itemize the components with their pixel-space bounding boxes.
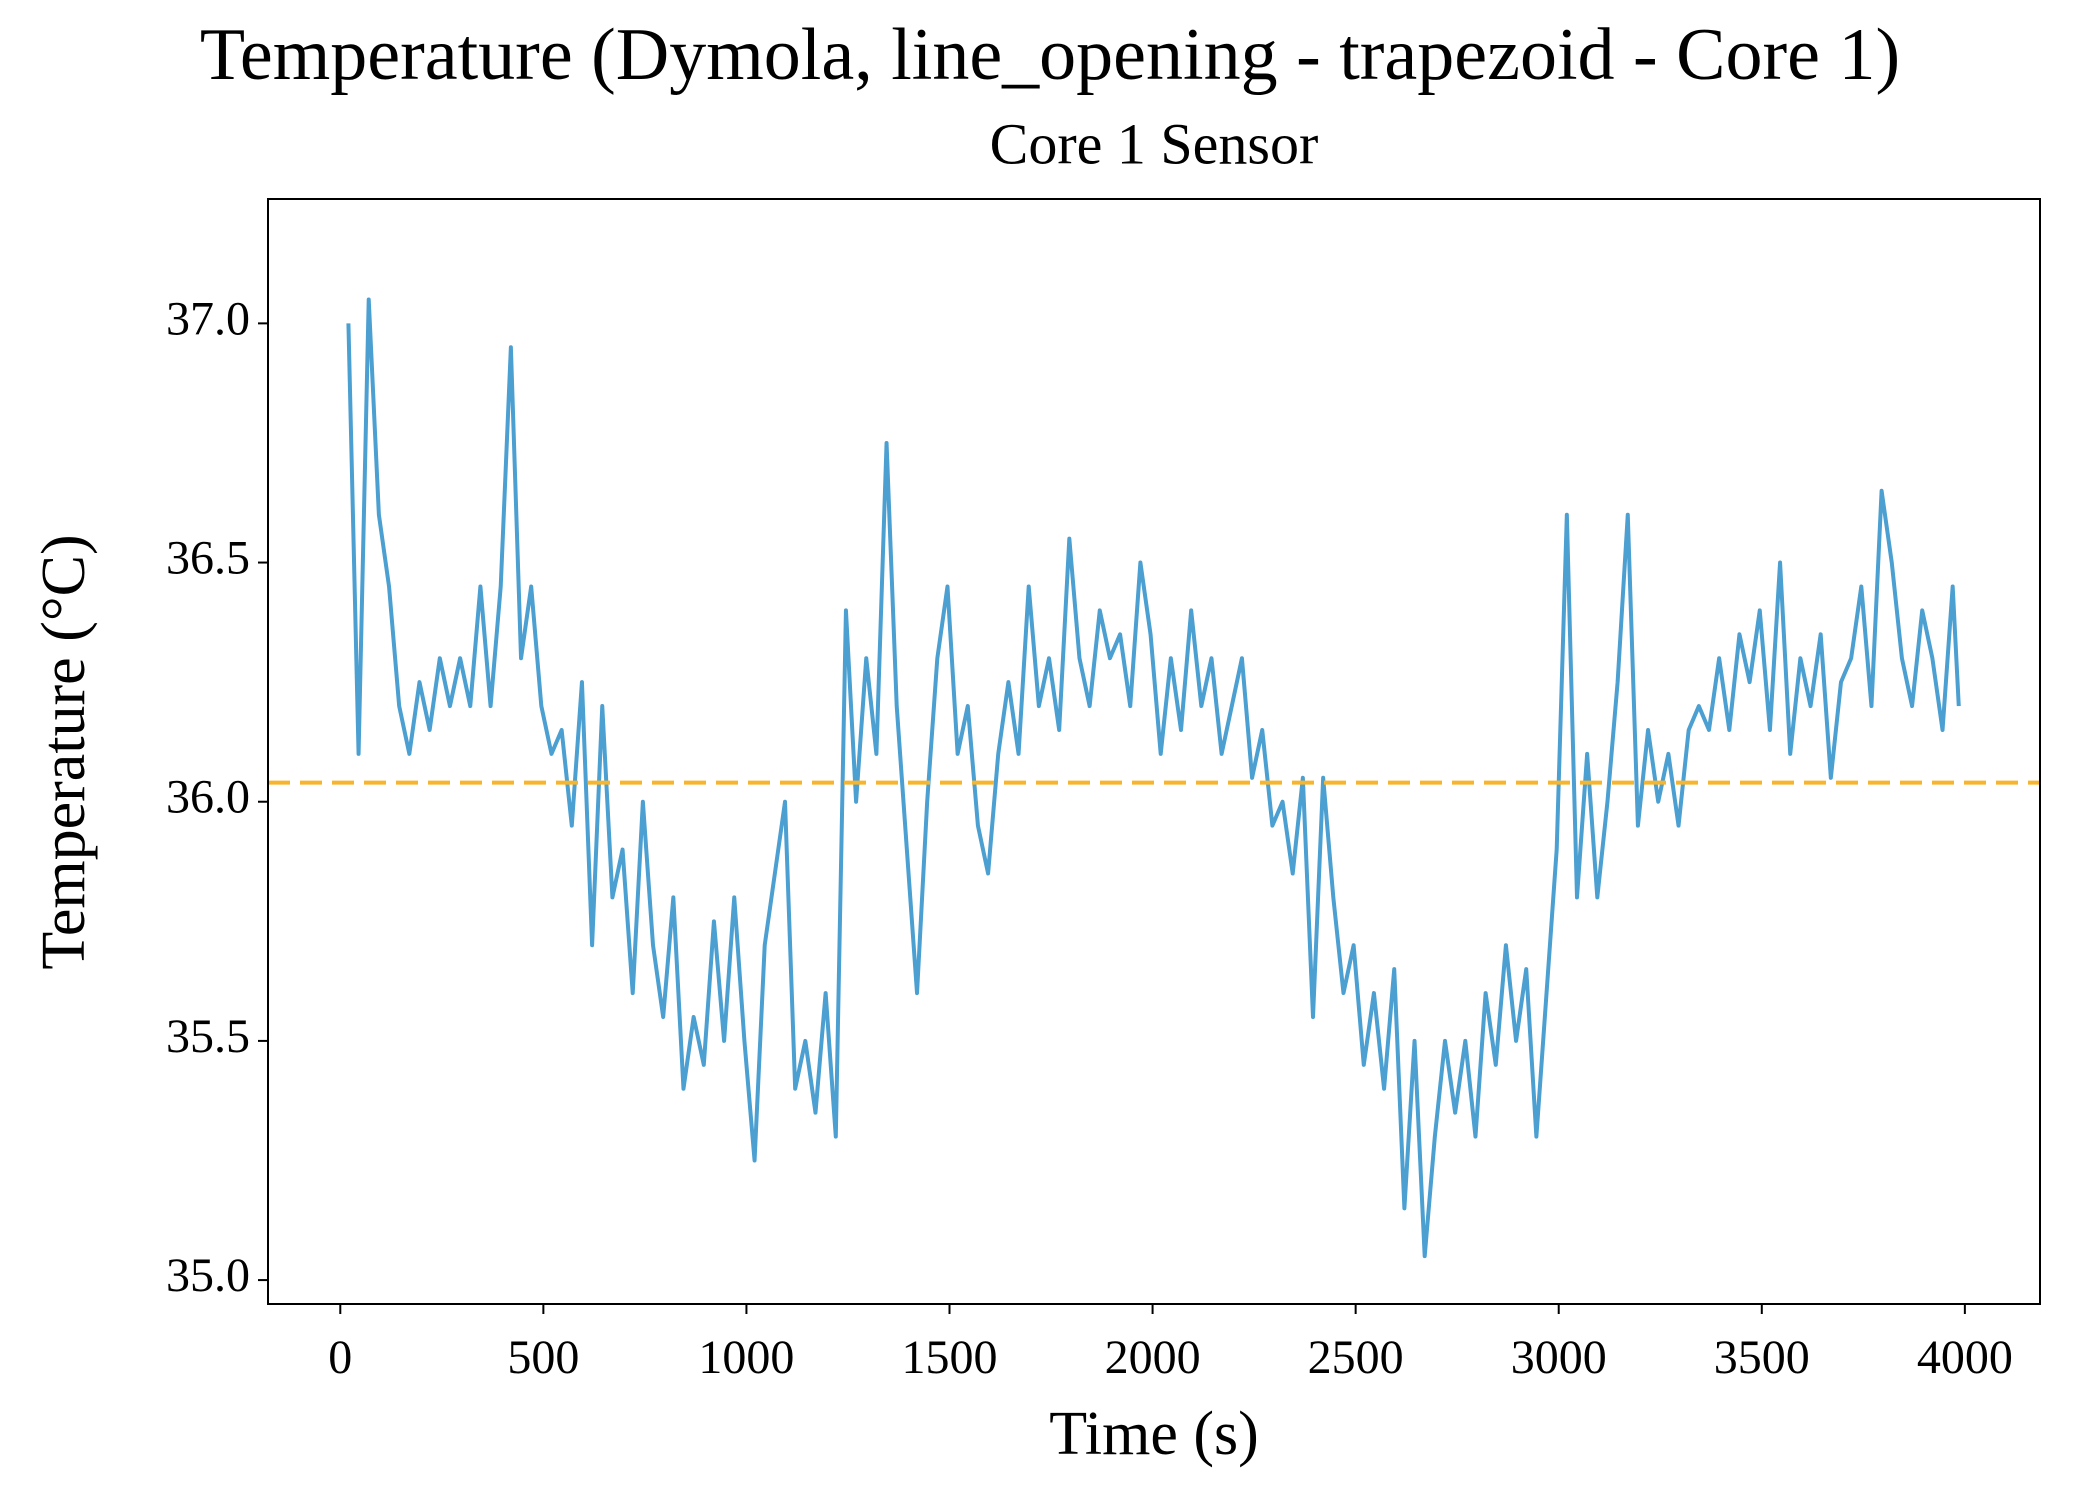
x-axis-label: Time (s) xyxy=(1049,1400,1259,1468)
x-tick-label: 1000 xyxy=(698,1331,794,1384)
chart-title: Temperature (Dymola, line_opening - trap… xyxy=(200,14,1900,96)
data-line xyxy=(346,297,1961,1259)
x-tick-label: 4000 xyxy=(1917,1331,2013,1384)
x-tick-label: 2500 xyxy=(1308,1331,1404,1384)
x-tick-label: 3500 xyxy=(1714,1331,1810,1384)
x-tick-label: 2000 xyxy=(1105,1331,1201,1384)
plot-frame xyxy=(267,198,2041,1305)
x-tick-label: 0 xyxy=(328,1331,352,1384)
x-tick-label: 1500 xyxy=(902,1331,998,1384)
y-tick-label: 36.0 xyxy=(166,771,250,824)
y-tick-label: 36.5 xyxy=(166,532,250,585)
x-tick-label: 500 xyxy=(507,1331,579,1384)
x-tick-label: 3000 xyxy=(1511,1331,1607,1384)
chart-subtitle: Core 1 Sensor xyxy=(990,111,1319,176)
y-axis-label: Temperature (°C) xyxy=(30,534,98,969)
y-tick-label: 37.0 xyxy=(166,292,250,345)
y-tick-label: 35.5 xyxy=(166,1010,250,1063)
y-tick-label: 35.0 xyxy=(166,1249,250,1302)
